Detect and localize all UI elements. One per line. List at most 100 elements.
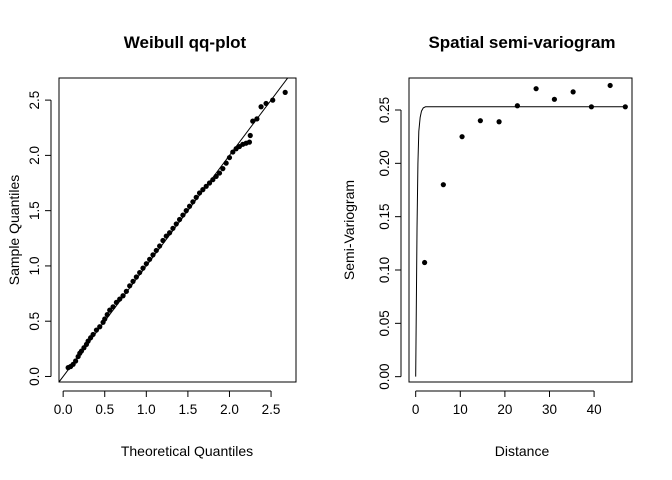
qq-data-point [186,203,193,209]
variogram-y-axis: 0.00 0.05 0.10 0.15 0.20 0.25 [377,97,402,390]
qq-data-point [90,331,96,338]
qq-data-point [147,256,153,262]
qq-data-point [247,132,253,139]
qq-data-point [258,104,264,110]
variogram-x-tick-label: 20 [497,402,512,417]
variogram-frame [408,77,633,383]
variogram-data-point [459,134,465,140]
variogram-x-axis: 0 10 20 30 40 [412,390,602,417]
variogram-x-axis-label: Distance [495,443,550,459]
variogram-data-point [588,104,595,110]
variogram-y-tick-label: 0.00 [377,364,392,390]
variogram-data-point [607,82,613,89]
qq-data-point [270,97,276,103]
qq-data-point [167,230,173,236]
qq-x-tick-label: 2.5 [262,402,281,417]
qq-data-point [130,278,136,284]
qq-data-point [254,116,260,122]
variogram-fitted-curve-group [415,106,626,377]
qq-data-point [183,208,189,214]
qq-x-axis: 0.0 0.5 1.0 1.5 2.0 2.5 [54,390,281,417]
qq-data-point [203,183,209,189]
variogram-y-tick-label: 0.05 [377,310,392,336]
qq-data-point [120,293,126,299]
qq-data-point [163,233,169,239]
qq-x-tick-label: 0.0 [54,402,73,417]
variogram-data-point [496,119,502,125]
variogram-data-point [440,182,446,188]
qq-y-tick-label: 1.5 [27,201,42,220]
qq-data-point [213,173,219,179]
variogram-x-tick-label: 40 [587,402,602,417]
qq-data-point [180,212,186,218]
qq-data-point [153,247,159,254]
qq-data-point [223,160,229,166]
variogram-title: Spatial semi-variogram [428,33,615,52]
qq-data-point [93,327,100,333]
qq-points-group [65,89,288,371]
qq-data-point [113,299,119,306]
variogram-x-tick-label: 10 [453,402,468,417]
variogram-data-point [533,86,539,92]
qq-data-point [133,274,139,280]
variogram-y-tick-label: 0.25 [377,97,392,123]
variogram-y-tick-label: 0.20 [377,150,392,176]
qq-y-axis: 0.0 0.5 1.0 1.5 2.0 2.5 [27,91,52,386]
qq-data-point [220,166,226,172]
qq-data-point [230,149,236,155]
qq-x-tick-label: 2.0 [220,402,239,417]
variogram-fitted-curve [415,106,626,377]
qq-y-tick-label: 0.0 [27,367,42,386]
qq-data-point [263,100,269,107]
qq-data-point [196,190,203,196]
qq-data-point [110,304,116,310]
qq-data-point [143,261,149,267]
qq-data-point [157,243,163,249]
variogram-y-axis-label: Semi-Variogram [341,180,357,280]
qq-y-axis-label: Sample Quantiles [6,175,22,286]
variogram-x-tick-label: 30 [542,402,557,417]
qq-data-point [210,177,216,183]
variogram-points-group [422,82,628,266]
qq-y-tick-label: 1.0 [27,257,42,276]
qq-plot-frame [58,77,297,383]
qq-x-axis-label: Theoretical Quantiles [121,443,253,459]
qq-data-point [160,237,166,244]
qq-data-point [246,139,253,145]
qq-x-tick-label: 1.0 [137,402,156,417]
qq-data-point [216,170,223,176]
qq-data-point [150,252,156,258]
variogram-data-point [622,104,628,110]
qq-data-point [97,324,103,330]
qq-data-point [226,154,233,161]
qq-data-point [170,225,176,231]
qq-data-point [137,269,143,276]
qq-data-point [107,307,113,313]
variogram-x-tick-label: 0 [412,402,420,417]
qq-data-point [123,288,129,294]
qq-data-point [200,187,206,193]
qq-x-tick-label: 1.5 [179,402,198,417]
variogram-data-point [422,259,428,266]
qq-data-point [104,311,110,318]
variogram-data-point [551,96,558,102]
qq-data-point [73,358,79,364]
variogram-data-point [514,103,520,109]
qq-data-point [206,180,213,186]
qq-data-point [176,216,183,223]
qq-y-tick-label: 2.0 [27,146,42,165]
qq-plot-panel: Weibull qq-plot 0.0 0.5 1.0 1.5 2.0 2.5 0.00.… [6,33,297,459]
qq-data-point [193,194,199,200]
qq-y-tick-label: 2.5 [27,91,42,110]
qq-data-point [140,265,146,271]
variogram-panel: Spatial semi-variogram 0 10 20 30 40 0.00 0.0… [341,33,633,459]
qq-y-tick-label: 0.5 [27,312,42,331]
qq-data-point [250,118,256,124]
qq-data-point [282,89,288,95]
qq-data-point [117,296,123,302]
qq-data-point [102,316,108,322]
variogram-data-point [570,89,576,95]
variogram-data-point [477,118,483,124]
qq-data-point [173,221,179,227]
